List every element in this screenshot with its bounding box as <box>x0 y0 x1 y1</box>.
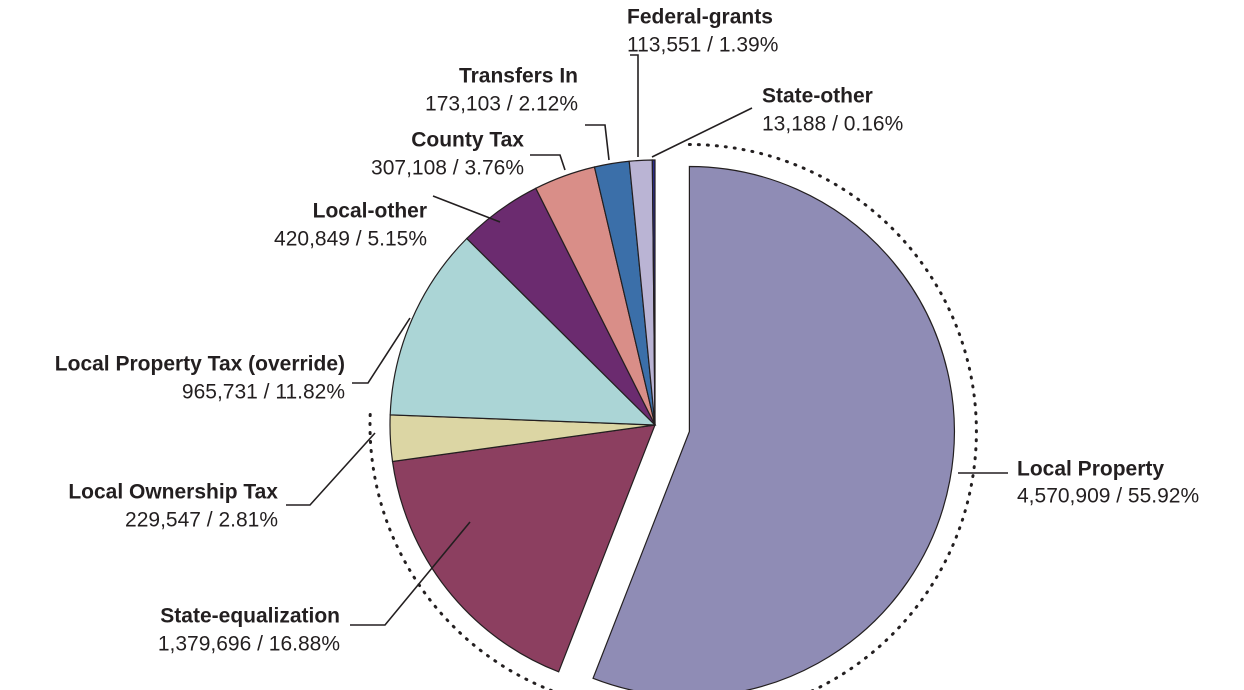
pie-slice <box>391 424 656 673</box>
pie-slice <box>389 237 657 426</box>
slice-name: County Tax <box>411 129 524 152</box>
slice-value: 965,731 / 11.82% <box>182 381 345 404</box>
slice-name: Federal-grants <box>627 6 773 29</box>
slice-name: Local Ownership Tax <box>68 481 278 504</box>
slice-value: 229,547 / 2.81% <box>125 509 278 532</box>
leader-line <box>530 154 566 171</box>
dotted-arc <box>687 142 978 690</box>
slice-name: State-equalization <box>160 605 340 628</box>
leader-line <box>585 124 610 161</box>
labels: Local Property 4,570,909 / 55.92% State-eq… <box>55 6 1199 656</box>
leader-line <box>651 107 753 158</box>
leader-line <box>352 317 411 384</box>
pie <box>368 142 978 690</box>
pie-slice <box>592 165 955 690</box>
leader-line <box>630 54 639 157</box>
leader-line <box>350 521 471 626</box>
leader-line <box>432 195 501 223</box>
slice-value: 13,188 / 0.16% <box>762 113 903 136</box>
slice-name: State-other <box>762 85 873 108</box>
pie-slice <box>651 159 656 426</box>
slice-value: 4,570,909 / 55.92% <box>1017 485 1199 508</box>
slice-value: 113,551 / 1.39% <box>627 34 778 57</box>
leader-line <box>286 432 376 506</box>
slice-name: Local-other <box>313 200 427 223</box>
slice-name: Transfers In <box>459 65 578 88</box>
slice-value: 1,379,696 / 16.88% <box>158 633 340 656</box>
slice-value: 307,108 / 3.76% <box>371 157 524 180</box>
slice-value: 173,103 / 2.12% <box>425 93 578 116</box>
slice-name: Local Property <box>1017 458 1164 481</box>
leader-lines <box>286 54 1008 626</box>
slice-name: Local Property Tax (override) <box>55 353 345 376</box>
slice-value: 420,849 / 5.15% <box>274 228 427 251</box>
